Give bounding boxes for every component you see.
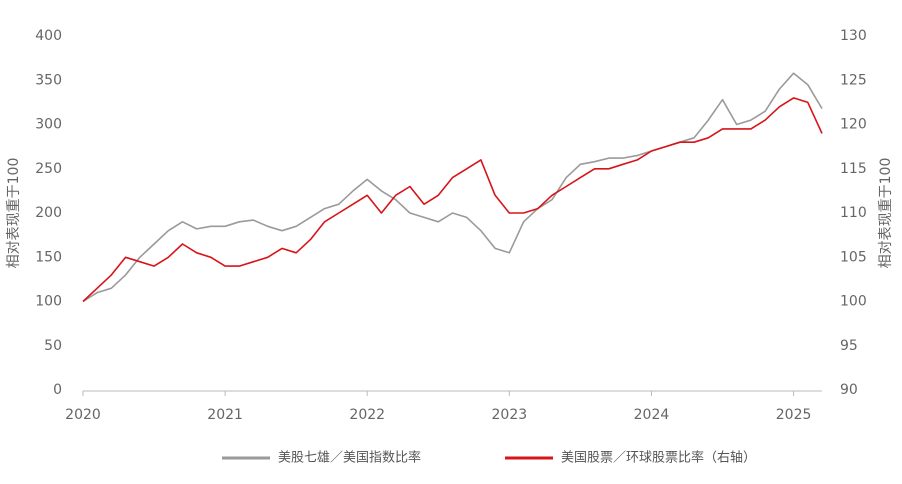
y-tick-label: 100	[35, 294, 62, 310]
x-tick-label: 2025	[776, 407, 812, 423]
legend-label: 美国股票／环球股票比率（右轴）	[561, 450, 756, 466]
y2-tick-label: 120	[840, 117, 867, 133]
y2-tick-label: 115	[840, 161, 867, 177]
x-tick-label: 2020	[65, 407, 101, 423]
y-tick-label: 200	[35, 205, 62, 221]
x-tick-label: 2023	[492, 407, 528, 423]
y2-axis-label: 相对表现重于100	[878, 158, 894, 269]
y-tick-label: 400	[35, 28, 62, 44]
legend-label: 美股七雄／美国指数比率	[278, 450, 421, 466]
y-tick-label: 50	[44, 338, 62, 354]
y2-tick-label: 100	[840, 294, 867, 310]
x-tick-label: 2022	[349, 407, 385, 423]
x-tick-label: 2021	[207, 407, 243, 423]
y-tick-label: 0	[53, 382, 62, 398]
series-line	[82, 97, 823, 303]
y2-tick-label: 90	[840, 382, 858, 398]
y-tick-label: 250	[35, 161, 62, 177]
y-tick-label: 150	[35, 249, 62, 265]
y2-tick-label: 130	[840, 28, 867, 44]
y-tick-label: 300	[35, 117, 62, 133]
y2-tick-label: 95	[840, 338, 858, 354]
x-tick-label: 2024	[634, 407, 670, 423]
y-axis-label: 相对表现重于100	[6, 158, 22, 269]
y2-tick-label: 110	[840, 205, 867, 221]
y2-tick-label: 105	[840, 249, 867, 265]
y2-tick-label: 125	[840, 72, 867, 88]
y-tick-label: 350	[35, 72, 62, 88]
series-line	[82, 72, 823, 303]
